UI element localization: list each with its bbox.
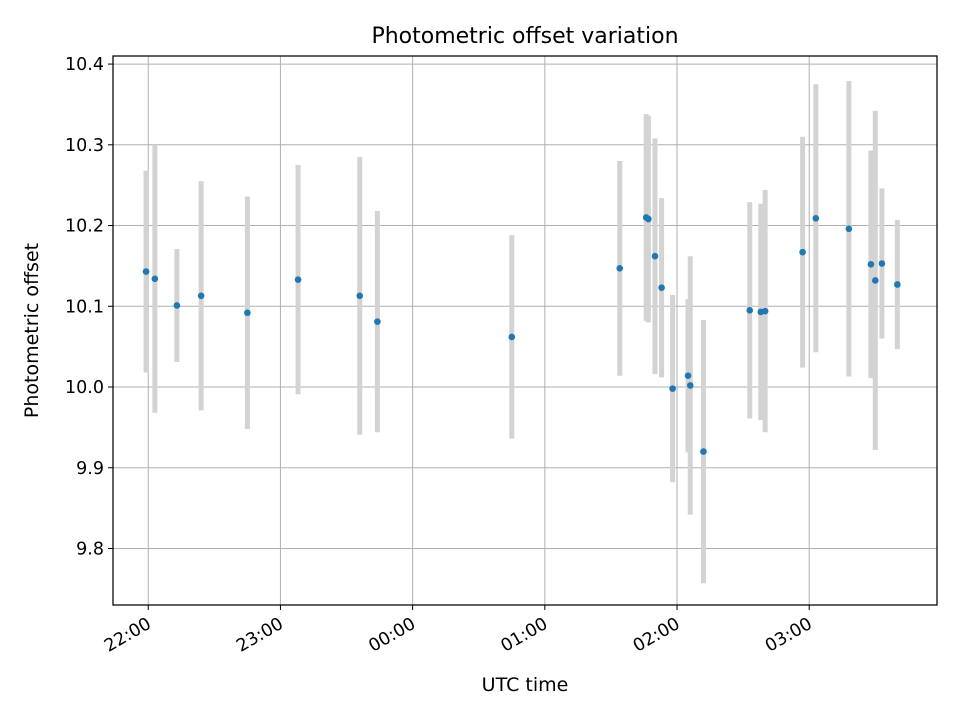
data-points xyxy=(142,214,901,455)
data-point xyxy=(845,225,853,233)
data-point xyxy=(616,265,624,272)
y-tick-label: 10.3 xyxy=(65,136,104,156)
x-tick-label: 23:00 xyxy=(233,614,287,657)
data-point xyxy=(508,333,516,341)
data-point xyxy=(686,382,694,389)
data-point xyxy=(746,307,754,314)
data-point xyxy=(761,307,769,315)
y-axis-ticks: 9.8 9.9 10.0 10.1 10.2 10.3 10.4 xyxy=(65,55,113,559)
data-point xyxy=(872,277,879,284)
y-tick-label: 9.8 xyxy=(76,539,104,559)
data-point xyxy=(294,276,302,283)
data-point xyxy=(151,275,159,283)
data-point xyxy=(374,318,381,325)
x-tick-label: 00:00 xyxy=(365,614,419,657)
data-point xyxy=(356,292,364,300)
y-axis-label: Photometric offset xyxy=(21,243,43,418)
data-point xyxy=(244,309,251,317)
data-point xyxy=(197,292,205,300)
x-tick-label: 01:00 xyxy=(498,614,552,657)
data-point xyxy=(700,448,707,455)
data-point xyxy=(684,372,692,380)
plot-area xyxy=(112,55,938,606)
data-point xyxy=(867,260,875,268)
y-tick-label: 10.4 xyxy=(65,55,104,75)
grid xyxy=(113,56,937,605)
x-axis-ticks: 22:00 23:00 00:00 01:00 02:00 03:00 xyxy=(101,605,816,657)
data-point xyxy=(669,385,676,392)
y-tick-label: 10.1 xyxy=(65,297,104,317)
x-tick-label: 22:00 xyxy=(101,614,155,657)
data-point xyxy=(173,302,181,309)
y-tick-label: 10.2 xyxy=(65,217,104,237)
x-axis-label: UTC time xyxy=(482,674,569,696)
y-tick-label: 10.0 xyxy=(65,378,104,398)
y-tick-label: 9.9 xyxy=(76,459,104,479)
data-point xyxy=(878,260,886,267)
data-point xyxy=(142,268,150,275)
x-tick-label: 02:00 xyxy=(630,614,684,657)
data-point xyxy=(894,281,901,288)
data-point xyxy=(812,214,820,222)
errorbars xyxy=(143,81,900,584)
data-point xyxy=(651,252,659,260)
data-point xyxy=(645,215,652,223)
x-tick-label: 03:00 xyxy=(762,614,816,657)
data-point xyxy=(799,248,806,256)
data-point xyxy=(658,284,665,292)
chart-title: Photometric offset variation xyxy=(371,24,678,49)
